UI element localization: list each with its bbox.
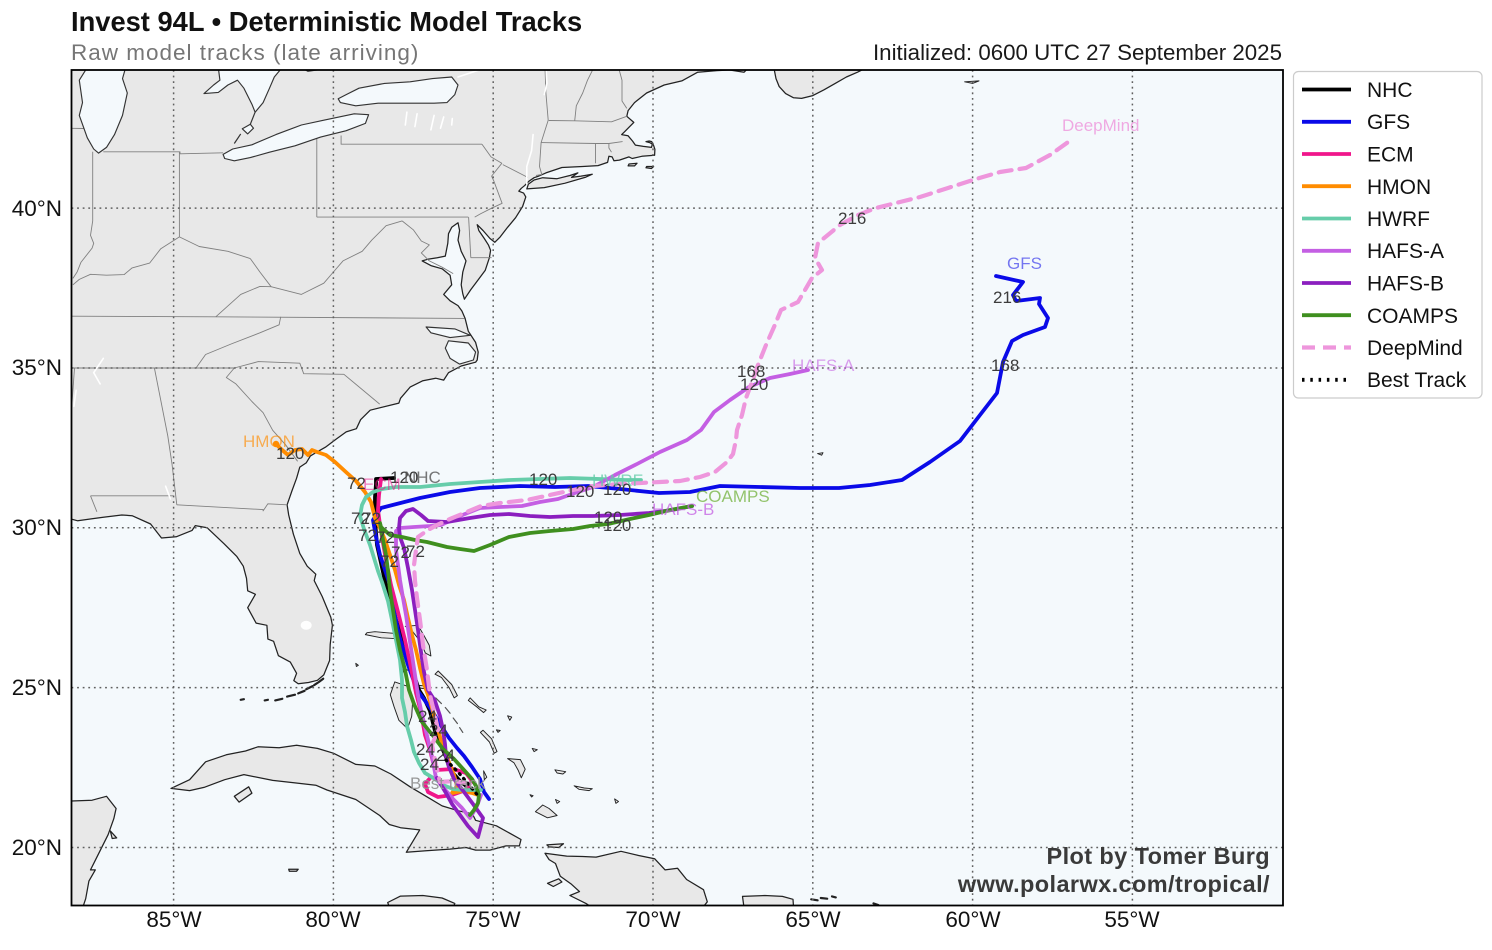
svg-text:20°N: 20°N [12,835,62,860]
svg-text:COAMPS: COAMPS [696,487,770,506]
svg-text:Plot by Tomer Burg: Plot by Tomer Burg [1047,843,1271,869]
svg-text:HMON: HMON [1367,176,1431,199]
svg-text:120: 120 [529,470,557,489]
svg-text:120: 120 [566,482,594,501]
svg-text:80°W: 80°W [305,907,361,932]
svg-text:GFS: GFS [1007,254,1042,273]
svg-text:COAMPS: COAMPS [1367,305,1458,328]
svg-text:HAFS-B: HAFS-B [652,500,714,519]
svg-text:30°N: 30°N [12,515,62,540]
svg-text:72: 72 [358,526,377,545]
svg-text:GFS: GFS [1367,111,1410,134]
svg-text:ECM: ECM [363,475,401,494]
svg-text:Raw model tracks (late arrivin: Raw model tracks (late arriving) [71,40,419,65]
svg-text:85°W: 85°W [146,907,202,932]
svg-text:75°W: 75°W [465,907,521,932]
svg-text:NHC: NHC [1367,79,1413,102]
svg-text:www.polarwx.com/tropical/: www.polarwx.com/tropical/ [957,871,1270,897]
svg-text:24: 24 [429,721,448,740]
svg-text:Best track: Best track [410,774,486,793]
svg-text:120: 120 [603,516,631,535]
svg-text:ECM: ECM [1367,144,1414,167]
svg-text:65°W: 65°W [785,907,841,932]
svg-text:DeepMind: DeepMind [1367,337,1463,360]
svg-text:216: 216 [838,209,866,228]
svg-text:HWRF: HWRF [592,471,643,490]
svg-text:40°N: 40°N [12,196,62,221]
svg-text:120: 120 [603,480,631,499]
svg-text:168: 168 [991,356,1019,375]
svg-text:24: 24 [436,746,455,765]
svg-text:HAFS-B: HAFS-B [1367,273,1444,296]
svg-text:120: 120 [276,444,304,463]
svg-text:216: 216 [993,288,1021,307]
svg-text:HMON: HMON [243,432,295,451]
svg-text:24: 24 [420,755,439,774]
svg-text:DeepMind: DeepMind [1062,116,1140,135]
svg-text:HAFS-A: HAFS-A [1367,240,1444,263]
svg-text:Invest 94L • Deterministic Mod: Invest 94L • Deterministic Model Tracks [71,6,582,37]
svg-text:60°W: 60°W [945,907,1001,932]
svg-text:72: 72 [380,552,399,571]
svg-text:120: 120 [390,468,418,487]
svg-text:72: 72 [362,509,381,528]
svg-text:HAFS-A: HAFS-A [792,356,855,375]
svg-text:70°W: 70°W [625,907,681,932]
svg-text:Best Track: Best Track [1367,369,1467,392]
svg-text:24: 24 [416,740,435,759]
svg-text:35°N: 35°N [12,355,62,380]
svg-text:72: 72 [376,528,395,547]
svg-text:NHC: NHC [404,468,441,487]
svg-text:HWRF: HWRF [1367,208,1430,231]
svg-text:25°N: 25°N [12,675,62,700]
svg-text:Initialized: 0600 UTC 27 Septe: Initialized: 0600 UTC 27 September 2025 [873,40,1282,65]
svg-text:168: 168 [737,362,765,381]
svg-text:55°W: 55°W [1104,907,1160,932]
svg-text:72: 72 [391,543,410,562]
svg-text:24: 24 [418,707,437,726]
svg-text:72: 72 [351,509,370,528]
svg-text:72: 72 [406,542,425,561]
svg-text:72: 72 [347,474,366,493]
svg-text:120: 120 [594,508,622,527]
svg-text:120: 120 [740,375,768,394]
